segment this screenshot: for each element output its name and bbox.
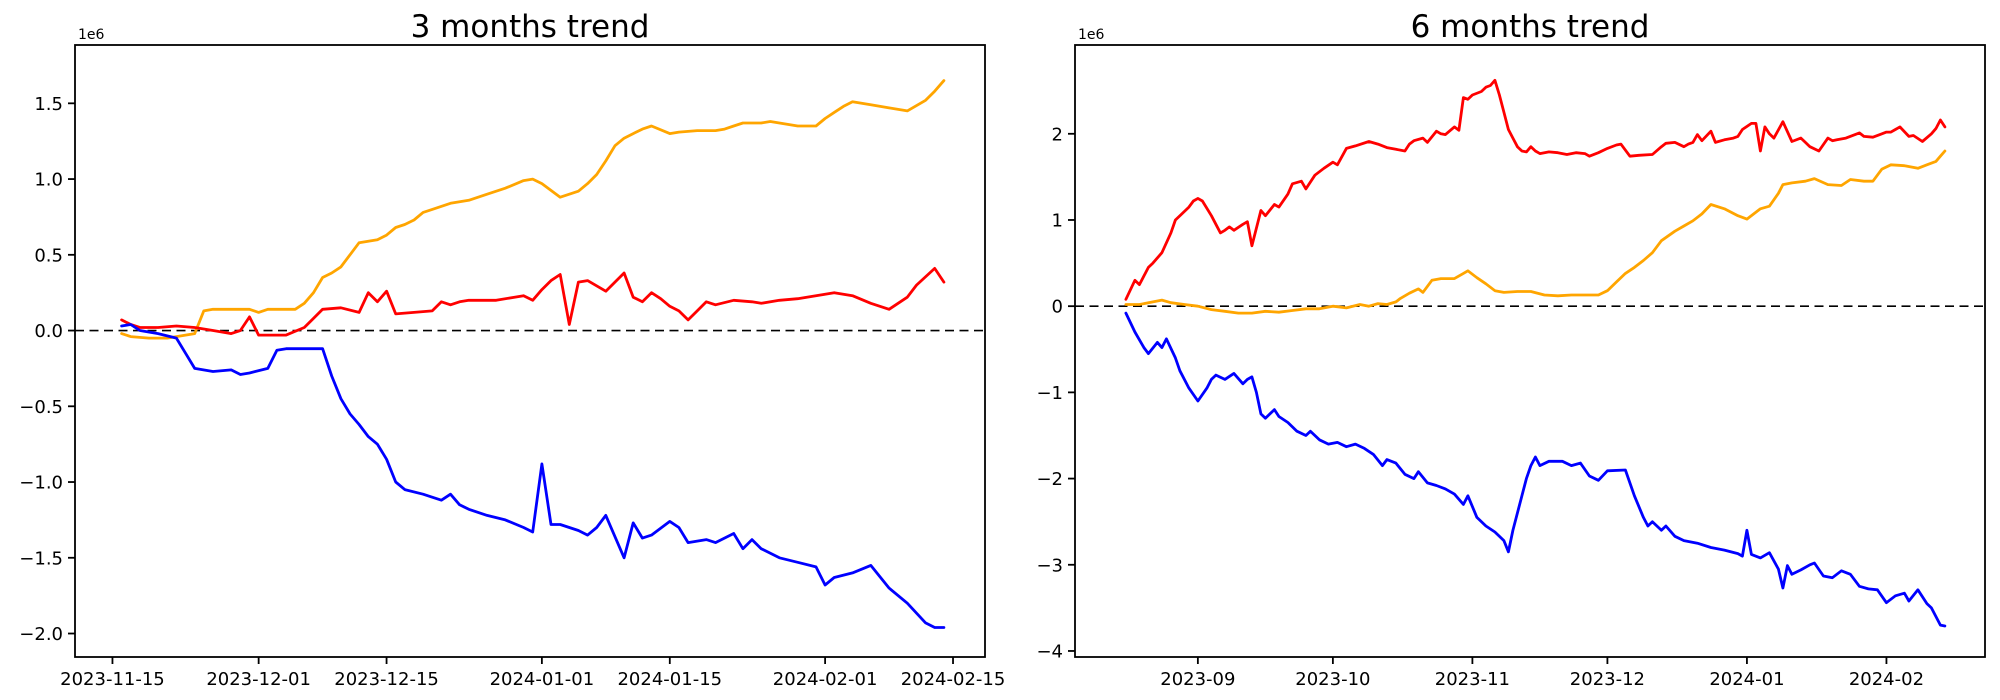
y-axis-offset-label: 1e6	[1078, 27, 1105, 43]
x-axis-tick-label: 2023-10	[1295, 669, 1370, 690]
y-axis-tick-label: 1.5	[34, 94, 63, 115]
x-axis-tick-label: 2024-01-15	[617, 669, 722, 690]
chart-title: 3 months trend	[411, 9, 650, 45]
y-axis-tick-label: −2.0	[19, 624, 63, 645]
y-axis-tick-label: 2	[1052, 124, 1063, 145]
x-axis-tick-label: 2023-11-15	[60, 669, 165, 690]
y-axis-tick-label: −1.0	[19, 473, 63, 494]
y-axis-tick-label: −1.5	[19, 548, 63, 569]
chart-3-months: 3 months trend 1e6 2023-11-15 2023-12-01 202…	[19, 9, 1005, 690]
y-axis-tick-label: −0.5	[19, 397, 63, 418]
chart-title: 6 months trend	[1411, 9, 1650, 45]
x-axis-tick-label: 2023-09	[1160, 669, 1235, 690]
x-axis-tick-label: 2024-01	[1709, 669, 1784, 690]
orange-line	[120, 79, 946, 340]
blue-line	[120, 323, 946, 629]
axis-spine	[1074, 44, 1986, 658]
y-axis-tick-label: −4	[1036, 641, 1063, 662]
red-line	[120, 266, 946, 337]
red-line	[1124, 78, 1947, 301]
x-axis-tick-label: 2024-02-15	[901, 669, 1006, 690]
x-axis-tick-label: 2023-12-01	[206, 669, 311, 690]
x-axis-tick-label: 2023-12-15	[334, 669, 439, 690]
y-axis-tick-label: −2	[1036, 469, 1063, 490]
orange-line	[1124, 149, 1947, 315]
y-axis-tick-label: 0	[1052, 297, 1063, 318]
y-axis-tick-label: −1	[1036, 383, 1063, 404]
x-axis-tick-label: 2024-01-01	[490, 669, 595, 690]
x-axis-tick-label: 2024-02-01	[773, 669, 878, 690]
x-axis-tick-label: 2023-12	[1570, 669, 1645, 690]
y-axis-offset-label: 1e6	[78, 27, 105, 43]
x-axis-tick-label: 2023-11	[1435, 669, 1510, 690]
axis-spine	[74, 44, 986, 658]
x-axis-tick-label: 2024-02	[1849, 669, 1924, 690]
y-axis-tick-label: 1.0	[34, 170, 63, 191]
y-axis-tick-label: −3	[1036, 555, 1063, 576]
y-axis-tick-label: 0.5	[34, 245, 63, 266]
y-axis-tick-label: 0.0	[34, 321, 63, 342]
y-axis-tick-label: 1	[1052, 210, 1063, 231]
blue-line	[1124, 311, 1947, 628]
